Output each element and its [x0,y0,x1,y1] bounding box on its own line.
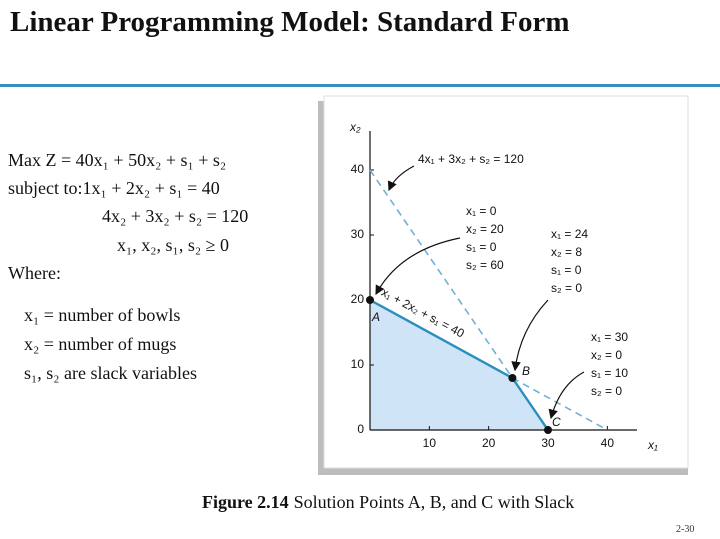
solution-point [508,374,517,382]
point-annotation: s₂ = 60 [466,258,504,272]
point-annotation: x₁ = 30 [591,330,628,344]
y-axis-label: x₂ [349,120,361,134]
x-axis-label: x₁ [647,438,658,452]
x-tick-label: 30 [541,436,555,450]
model-line: x₁, x₂, s₁, s₂ ≥ 0 [117,235,229,255]
where-line: s₁, s₂ are slack variables [24,363,197,383]
point-label: B [522,364,530,378]
point-annotation: s₁ = 0 [466,240,497,254]
title-rule [0,84,720,87]
where-line: x₁ = number of bowls [24,305,181,325]
point-annotation: s₂ = 0 [591,384,622,398]
arrow [375,237,461,296]
page-number: 2-30 [676,524,695,535]
model-line: 4x₂ + 3x₂ + s₂ = 120 [102,206,249,226]
point-annotation: s₁ = 10 [591,366,628,380]
model-line: subject to:1x₁ + 2x₂ + s₁ = 40 [8,178,220,198]
caption-label: Figure 2.14 [202,492,289,512]
point-annotation: x₂ = 0 [591,348,622,362]
point-label: C [552,415,561,429]
point-annotation: x₂ = 8 [551,245,582,259]
caption: Figure 2.14 Solution Points A, B, and C w… [202,492,574,513]
constraint-line [512,377,608,431]
slide-title: Linear Programming Model: Standard Form [10,6,570,38]
y-tick-label: 30 [351,227,365,241]
y-tick-label: 0 [357,422,364,436]
point-annotation: s₁ = 0 [551,263,582,277]
line-label: 4x₁ + 3x₂ + s₂ = 120 [418,152,524,166]
x-tick-label: 10 [423,436,437,450]
arrow [511,299,549,372]
model-line: Max Z = 40x₁ + 50x₂ + s₁ + s₂ [8,150,227,170]
constraint-line [369,169,514,379]
y-tick-label: 20 [351,292,365,306]
feasible-region [370,300,548,430]
where-line: x₂ = number of mugs [24,334,177,354]
x-tick-label: 20 [482,436,496,450]
caption-text: Solution Points A, B, and C with Slack [293,492,575,512]
solution-point [366,296,374,304]
point-annotation: x₁ = 24 [551,227,588,241]
point-label: A [371,310,380,324]
solution-point [544,426,552,434]
y-tick-label: 40 [351,162,365,176]
plot: 10 20 30 40 0 10 20 30 40 x₁ x₂ 4x₁ + 3x₂ + s₂ = 12… [349,120,658,452]
point-annotation: s₂ = 0 [551,281,582,295]
point-annotation: x₁ = 0 [466,204,497,218]
where-label: Where: [8,263,61,283]
point-annotation: x₂ = 20 [466,222,504,236]
x-tick-label: 40 [601,436,615,450]
arrow [387,165,415,192]
y-tick-label: 10 [351,357,365,371]
arrow [548,371,585,420]
